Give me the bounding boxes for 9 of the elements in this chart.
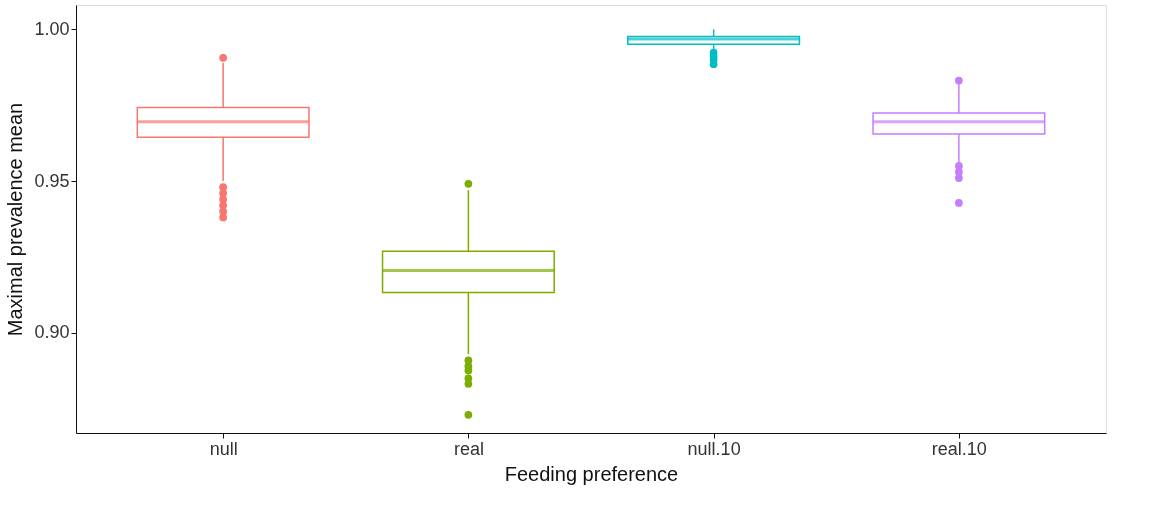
y-tick-label: 1.00 (34, 18, 70, 39)
y-tick-label: 0.90 (34, 322, 70, 343)
y-tick-label: 0.95 (34, 170, 70, 191)
y-axis-title: Maximal prevalence mean (4, 102, 27, 337)
x-tick-label: null (209, 438, 238, 459)
x-tick-label: real.10 (931, 438, 987, 459)
x-tick-label: null.10 (687, 438, 741, 459)
x-tick-label: real (453, 438, 484, 459)
x-axis-title: Feeding preference (504, 462, 679, 485)
